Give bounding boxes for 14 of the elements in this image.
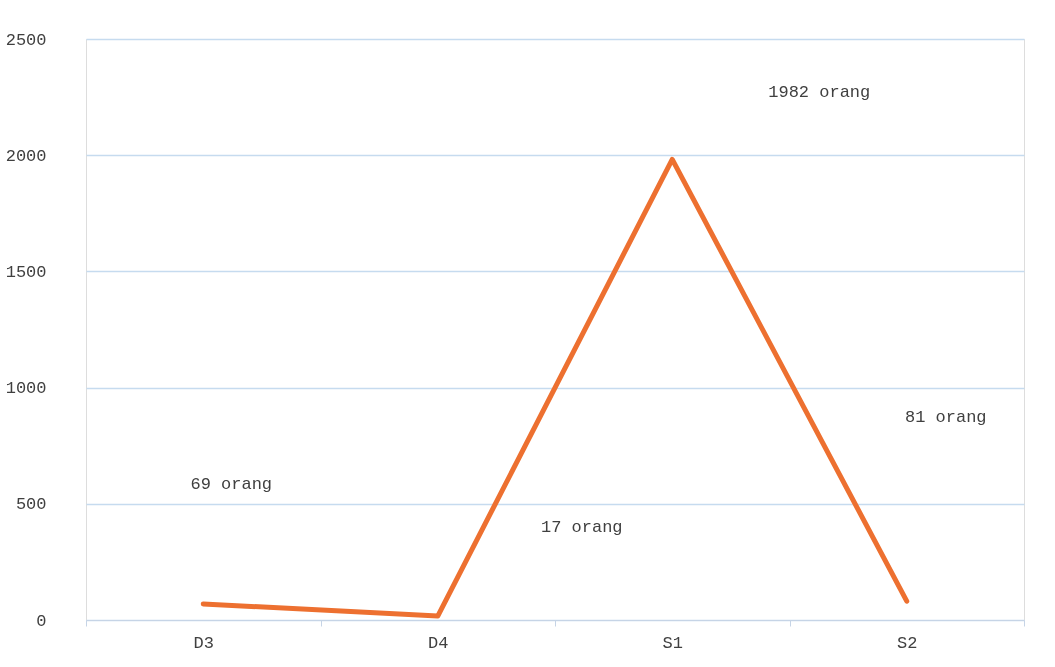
text: 1982 orang	[768, 83, 871, 103]
y-tick-label: 1000	[5, 379, 47, 399]
y-tick-label: 0	[36, 611, 47, 631]
text: 81 orang	[904, 408, 987, 428]
x-tick-label: S1	[662, 633, 683, 653]
y-tick-label: 2000	[5, 146, 47, 166]
y-tick-label: 500	[15, 495, 47, 515]
text: 17 orang	[540, 518, 623, 538]
text: 69 orang	[190, 474, 273, 494]
y-tick-label: 1500	[5, 262, 47, 282]
x-tick-label: D4	[428, 633, 449, 653]
y-tick-label: 2500	[5, 30, 47, 50]
x-tick-label: D3	[193, 633, 214, 653]
x-tick-label: S2	[897, 633, 918, 653]
